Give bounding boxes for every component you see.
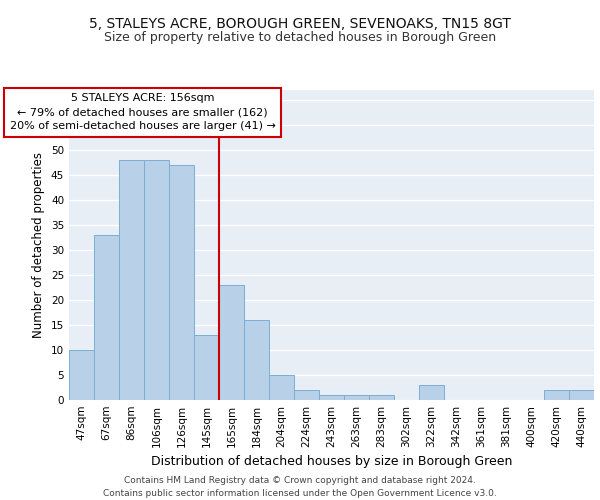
Bar bbox=[344, 395, 369, 400]
Text: 5, STALEYS ACRE, BOROUGH GREEN, SEVENOAKS, TN15 8GT: 5, STALEYS ACRE, BOROUGH GREEN, SEVENOAK… bbox=[89, 18, 511, 32]
Bar bbox=[144, 160, 169, 400]
Bar bbox=[569, 390, 594, 400]
Bar bbox=[319, 395, 344, 400]
Bar bbox=[219, 285, 244, 400]
Bar bbox=[294, 390, 319, 400]
Bar bbox=[169, 165, 194, 400]
Bar bbox=[119, 160, 144, 400]
X-axis label: Distribution of detached houses by size in Borough Green: Distribution of detached houses by size … bbox=[151, 456, 512, 468]
Y-axis label: Number of detached properties: Number of detached properties bbox=[32, 152, 46, 338]
Bar bbox=[94, 235, 119, 400]
Bar bbox=[544, 390, 569, 400]
Bar bbox=[419, 385, 444, 400]
Bar bbox=[244, 320, 269, 400]
Bar bbox=[369, 395, 394, 400]
Bar bbox=[69, 350, 94, 400]
Text: Size of property relative to detached houses in Borough Green: Size of property relative to detached ho… bbox=[104, 31, 496, 44]
Text: 5 STALEYS ACRE: 156sqm  
← 79% of detached houses are smaller (162)
20% of semi-: 5 STALEYS ACRE: 156sqm ← 79% of detached… bbox=[10, 94, 275, 132]
Text: Contains HM Land Registry data © Crown copyright and database right 2024.
Contai: Contains HM Land Registry data © Crown c… bbox=[103, 476, 497, 498]
Bar bbox=[269, 375, 294, 400]
Bar bbox=[194, 335, 219, 400]
